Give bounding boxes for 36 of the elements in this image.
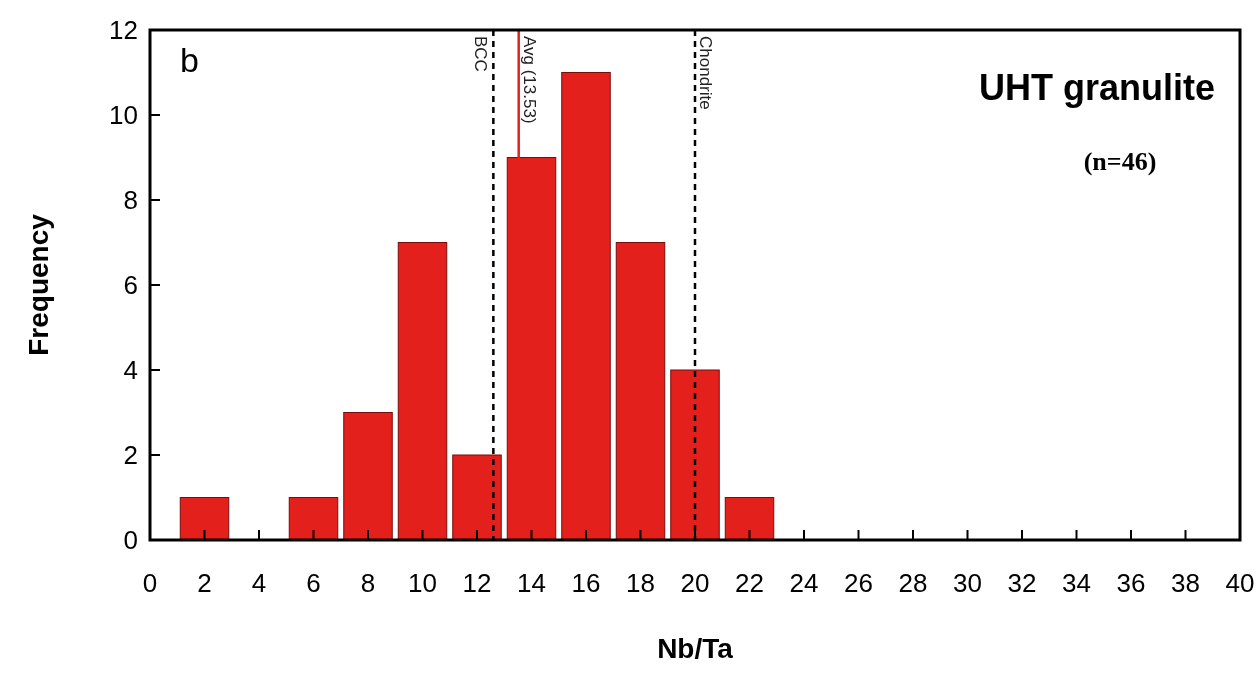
x-tick-label: 28 bbox=[898, 568, 928, 598]
ref-line-label: Avg (13.53) bbox=[519, 36, 539, 124]
y-tick-label: 10 bbox=[109, 100, 138, 131]
x-tick-label: 10 bbox=[408, 568, 437, 598]
x-tick-label: 4 bbox=[251, 568, 267, 598]
x-tick-label: 34 bbox=[1062, 568, 1091, 598]
x-tick-label: 14 bbox=[517, 568, 546, 598]
x-tick-label: 6 bbox=[306, 568, 321, 598]
y-tick-label: 8 bbox=[123, 185, 138, 216]
x-tick-label: 2 bbox=[197, 568, 212, 598]
x-tick-label: 22 bbox=[735, 568, 764, 598]
x-tick-label: 40 bbox=[1225, 568, 1255, 598]
x-tick-label: 32 bbox=[1007, 568, 1037, 598]
x-tick-label: 26 bbox=[844, 568, 873, 598]
x-tick-label: 24 bbox=[789, 568, 819, 598]
x-tick-label: 12 bbox=[462, 568, 492, 598]
y-axis-title: Frequency bbox=[23, 213, 54, 356]
x-axis-title: Nb/Ta bbox=[657, 633, 734, 664]
x-tick-label: 36 bbox=[1116, 568, 1146, 598]
ref-line-label: BCC bbox=[471, 36, 491, 72]
y-tick-label: 12 bbox=[109, 15, 138, 46]
ref-line-label: Chondrite bbox=[696, 36, 715, 110]
text: UHT granulite bbox=[978, 67, 1215, 108]
y-tick-label: 0 bbox=[123, 525, 138, 556]
x-tick-label: 8 bbox=[360, 568, 376, 598]
x-tick-label: 0 bbox=[142, 568, 158, 598]
x-tick-label: 38 bbox=[1171, 568, 1200, 598]
x-tick-label: 20 bbox=[680, 568, 710, 598]
x-tick-label: 30 bbox=[953, 568, 982, 598]
y-tick-label: 4 bbox=[123, 355, 138, 386]
x-tick-label: 16 bbox=[571, 568, 601, 598]
text: (n=46) bbox=[1083, 147, 1157, 176]
annotation: b bbox=[180, 41, 199, 79]
y-tick-label: 2 bbox=[123, 440, 138, 471]
y-tick-label: 6 bbox=[123, 270, 138, 301]
x-tick-label: 18 bbox=[626, 568, 655, 598]
